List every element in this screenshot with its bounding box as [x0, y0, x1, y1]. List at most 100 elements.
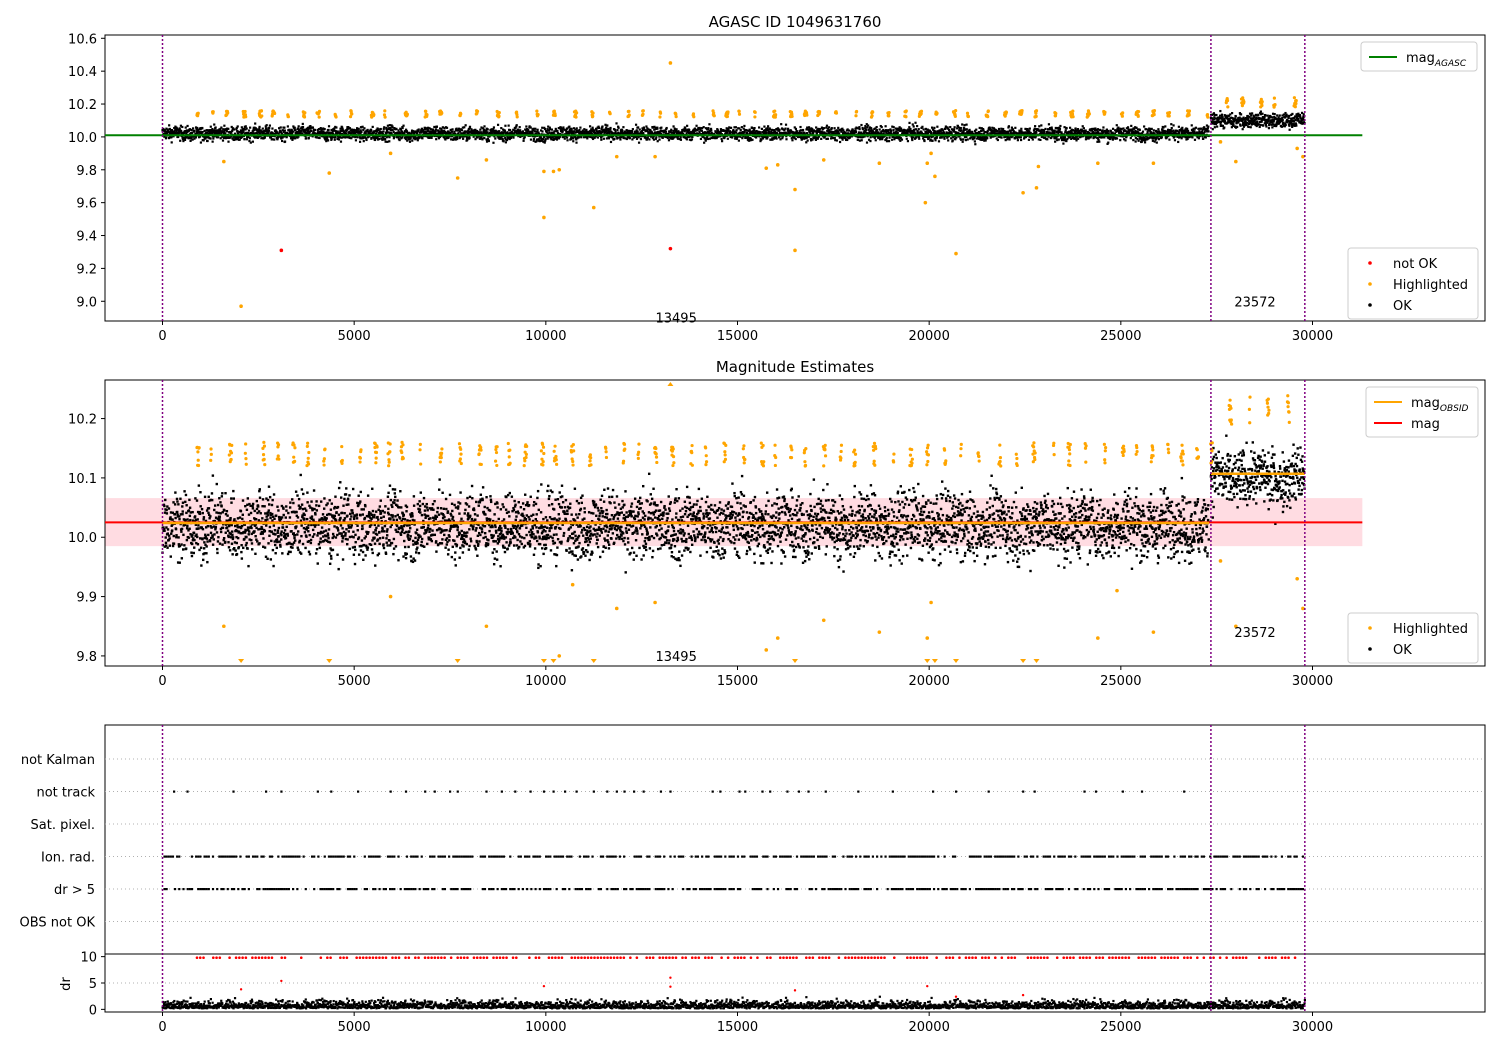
ok-point — [957, 126, 961, 129]
ok-point — [1186, 137, 1189, 141]
ok-point — [1096, 140, 1099, 143]
ok-point — [1074, 137, 1077, 140]
ok-point — [768, 130, 771, 134]
ok-point — [328, 131, 331, 134]
ok-point — [939, 130, 942, 133]
ok-point — [1136, 128, 1140, 131]
ok-point — [207, 132, 210, 135]
ok-point — [690, 131, 693, 134]
ok-point — [219, 137, 222, 140]
ok-point — [1297, 119, 1300, 122]
ok-point — [771, 131, 775, 134]
ok-point — [1176, 129, 1179, 132]
ok-point — [799, 125, 802, 129]
ok-point — [1277, 122, 1281, 125]
ok-point — [926, 131, 930, 135]
ok-point — [506, 131, 509, 134]
ok-point — [751, 138, 754, 141]
ok-point — [785, 138, 788, 141]
ok-point — [1220, 124, 1223, 127]
ok-point — [485, 140, 489, 143]
ok-point — [505, 138, 509, 142]
ok-point — [591, 126, 594, 129]
ok-point — [784, 123, 788, 126]
ok-point — [411, 139, 414, 142]
ok-point — [923, 139, 926, 143]
ok-point — [1178, 131, 1181, 134]
ok-point — [1205, 124, 1209, 127]
ok-point — [405, 130, 409, 134]
ok-point — [925, 135, 929, 139]
ok-point — [1047, 135, 1050, 138]
ok-point — [1155, 136, 1158, 139]
ok-point — [1246, 114, 1249, 118]
ok-point — [341, 127, 344, 130]
ok-point — [438, 131, 441, 134]
ok-point — [636, 130, 639, 133]
ok-point — [700, 129, 703, 132]
ok-point — [799, 135, 803, 138]
ok-point — [746, 132, 749, 135]
ok-point — [980, 127, 983, 130]
ok-point — [358, 136, 361, 139]
ok-point — [1053, 132, 1056, 135]
ok-point — [438, 132, 441, 136]
ok-point — [1089, 129, 1092, 132]
ok-point — [1283, 116, 1287, 119]
ok-point — [663, 129, 666, 132]
ok-point — [1006, 136, 1009, 139]
ok-point — [1081, 125, 1084, 128]
ok-point — [920, 126, 923, 130]
ok-point — [461, 126, 464, 129]
ok-point — [305, 127, 309, 130]
ok-point — [795, 130, 798, 133]
ok-point — [444, 138, 447, 141]
ok-point — [457, 132, 460, 135]
ok-point — [1157, 138, 1160, 141]
ok-point — [306, 132, 309, 135]
ok-point — [881, 138, 884, 141]
ok-point — [167, 137, 171, 140]
ok-point — [1156, 130, 1160, 133]
ok-point — [914, 121, 917, 124]
ok-point — [615, 122, 618, 125]
ok-point — [421, 129, 425, 132]
ok-point — [330, 138, 333, 141]
ok-point — [1230, 126, 1233, 129]
ok-point — [1065, 139, 1068, 143]
ok-point — [360, 126, 363, 129]
ok-point — [297, 135, 300, 138]
ok-point — [999, 131, 1002, 135]
ok-point — [545, 130, 548, 133]
ok-point — [1097, 131, 1100, 134]
ok-point — [264, 125, 267, 128]
ok-point — [955, 136, 958, 139]
ok-point — [864, 127, 867, 130]
ok-point — [418, 136, 421, 139]
ok-point — [1254, 113, 1258, 117]
ok-point — [827, 126, 831, 129]
ok-point — [917, 135, 921, 139]
ok-point — [799, 129, 802, 132]
ok-point — [264, 129, 267, 133]
ok-point — [172, 135, 175, 138]
ok-point — [560, 127, 563, 130]
ok-point — [1212, 112, 1216, 115]
ok-point — [1008, 136, 1011, 139]
ok-point — [1047, 123, 1051, 126]
ok-point — [352, 128, 355, 131]
ok-point — [954, 138, 957, 141]
ok-point — [1302, 113, 1305, 116]
ok-point — [262, 132, 265, 135]
ok-point — [401, 136, 404, 139]
ok-point — [1259, 110, 1262, 113]
ok-point — [1300, 111, 1304, 114]
ok-point — [1107, 132, 1110, 135]
ok-point — [1275, 118, 1278, 121]
ok-point — [482, 133, 485, 136]
ok-point — [968, 137, 972, 140]
ok-point — [645, 129, 648, 132]
ok-point — [1262, 118, 1266, 121]
ok-point — [484, 131, 487, 134]
ok-point — [382, 130, 385, 133]
